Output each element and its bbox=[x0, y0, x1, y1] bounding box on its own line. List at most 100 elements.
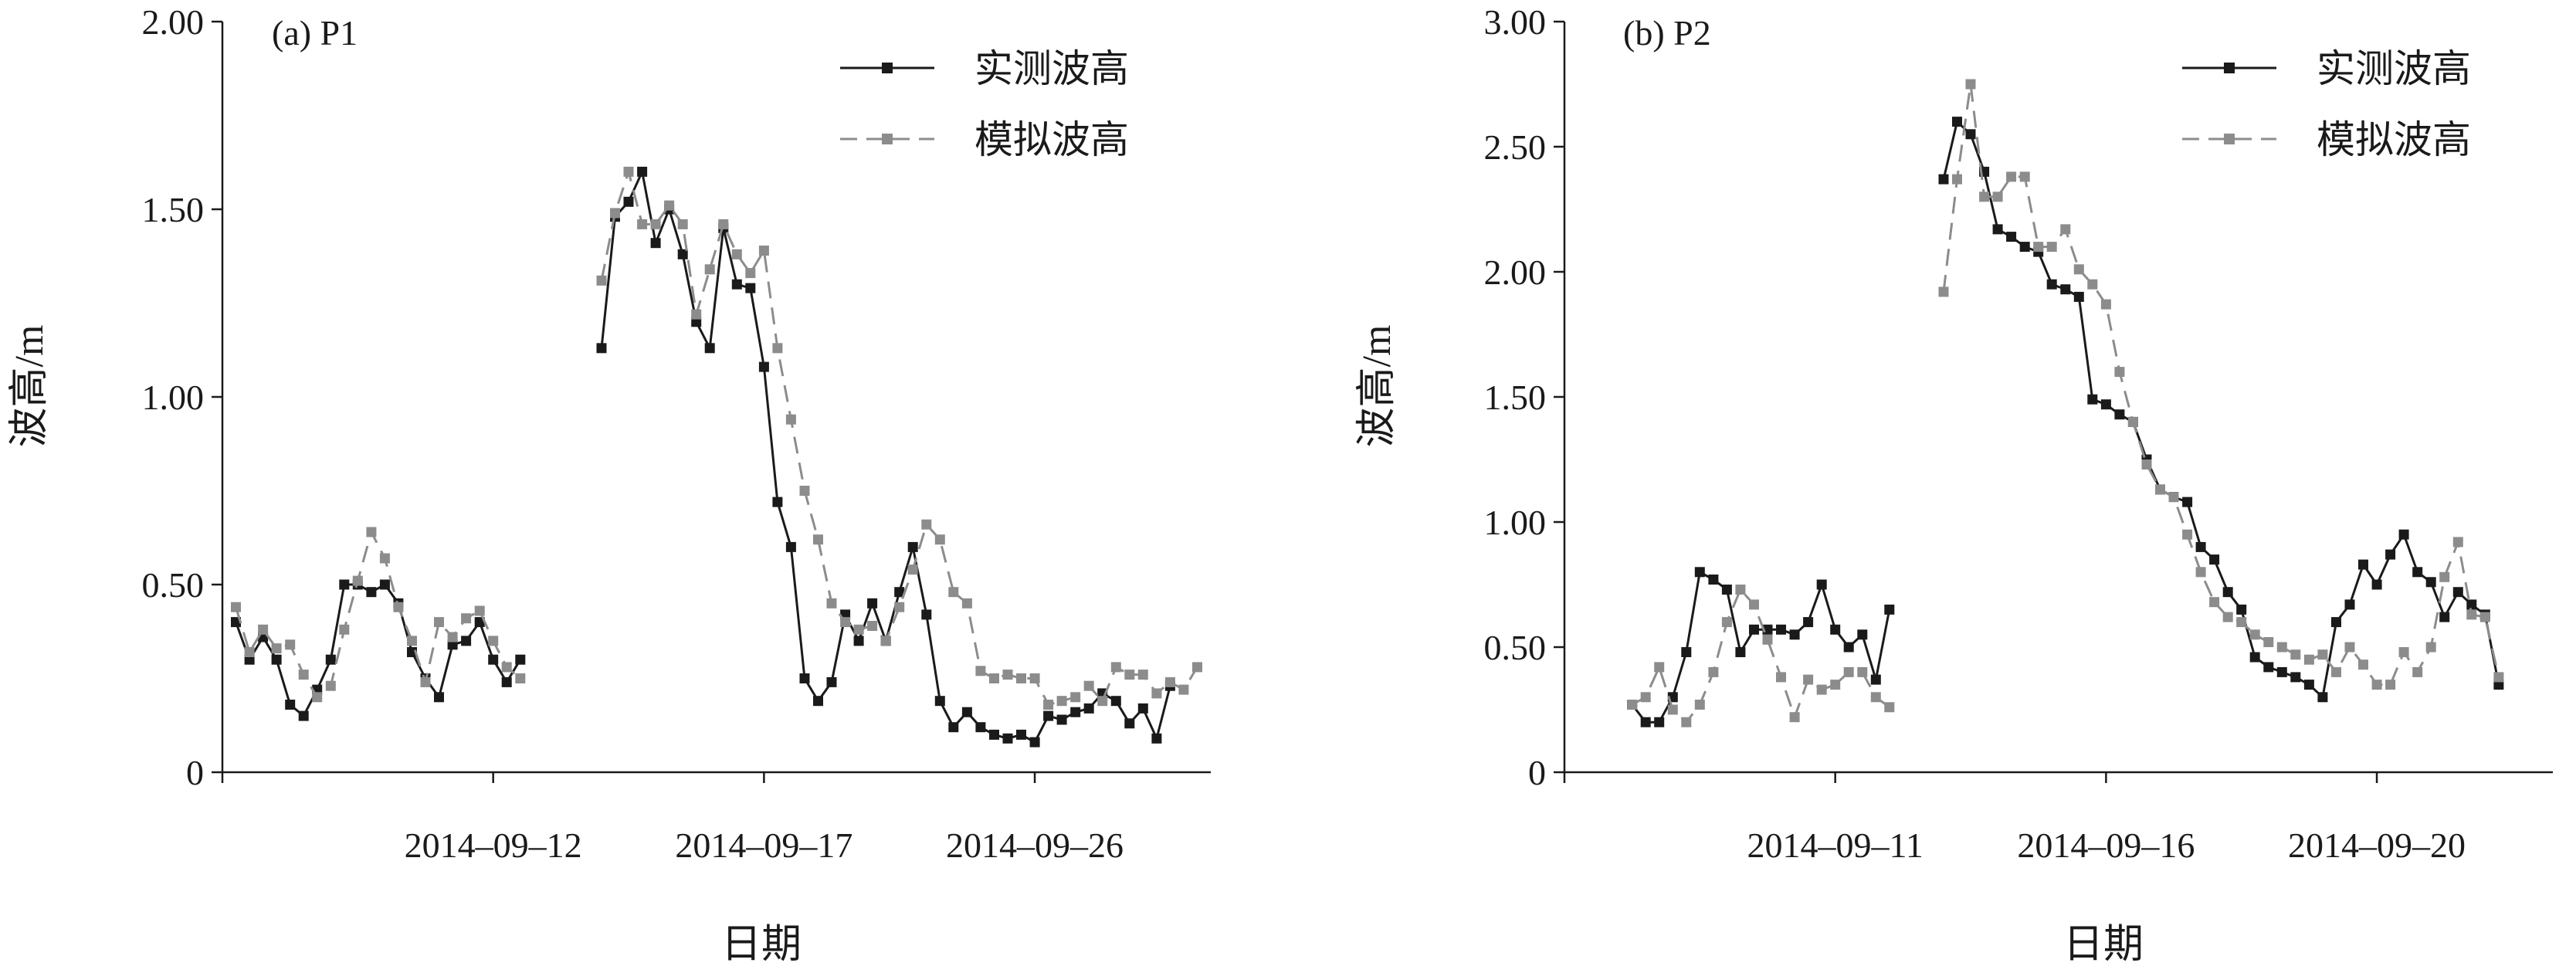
data-point bbox=[447, 632, 458, 642]
data-point bbox=[2087, 279, 2098, 290]
data-point bbox=[1097, 696, 1108, 707]
data-point bbox=[2182, 529, 2193, 540]
data-point bbox=[894, 587, 905, 598]
data-point bbox=[785, 414, 796, 425]
series-simulated bbox=[231, 166, 1202, 710]
data-point bbox=[2371, 579, 2382, 590]
data-point bbox=[1870, 692, 1881, 703]
data-point bbox=[610, 208, 620, 219]
data-point bbox=[623, 196, 634, 207]
data-point bbox=[2195, 567, 2206, 578]
x-axis-title: 日期 bbox=[2063, 923, 2144, 967]
data-point bbox=[934, 534, 945, 545]
data-point bbox=[758, 246, 769, 256]
data-point bbox=[2019, 242, 2030, 253]
data-point bbox=[2276, 666, 2287, 677]
data-point bbox=[1992, 224, 2003, 235]
data-point bbox=[488, 636, 499, 646]
series-line bbox=[235, 531, 521, 699]
data-point bbox=[691, 309, 702, 320]
data-point bbox=[975, 722, 986, 733]
data-point bbox=[1762, 634, 1773, 645]
data-point bbox=[2439, 571, 2450, 582]
series-observed bbox=[1627, 117, 2504, 727]
data-point bbox=[2466, 609, 2477, 620]
legend-entry-simulated: 模拟波高 bbox=[2182, 118, 2471, 161]
data-point bbox=[2195, 541, 2206, 552]
data-point bbox=[1192, 662, 1202, 673]
data-point bbox=[1694, 567, 1705, 578]
data-point bbox=[2100, 299, 2111, 310]
data-point bbox=[366, 527, 377, 537]
data-point bbox=[948, 722, 959, 733]
data-point bbox=[1843, 666, 1854, 677]
data-point bbox=[813, 534, 823, 545]
y-tick-label: 1.50 bbox=[142, 190, 205, 229]
data-point bbox=[1640, 692, 1651, 703]
series-line bbox=[235, 583, 522, 717]
y-tick-label: 0 bbox=[186, 753, 204, 792]
data-point bbox=[1708, 666, 1719, 677]
data-point bbox=[1803, 617, 1814, 628]
data-point bbox=[2060, 284, 2071, 295]
data-point bbox=[1816, 684, 1827, 695]
data-point bbox=[1952, 174, 1962, 185]
data-point bbox=[231, 602, 241, 612]
data-point bbox=[2155, 484, 2165, 495]
data-point bbox=[1654, 662, 1665, 673]
data-point bbox=[2141, 459, 2152, 470]
data-point bbox=[325, 654, 336, 665]
data-point bbox=[867, 598, 878, 609]
data-point bbox=[2452, 587, 2463, 598]
data-point bbox=[1965, 79, 1976, 90]
data-point bbox=[1843, 642, 1854, 653]
data-point bbox=[2425, 642, 2436, 653]
data-point bbox=[894, 602, 905, 612]
data-point bbox=[813, 696, 823, 707]
data-point bbox=[2236, 604, 2247, 615]
data-point bbox=[2358, 659, 2368, 670]
data-point bbox=[1776, 624, 1786, 635]
data-point bbox=[420, 676, 431, 687]
data-point bbox=[2290, 672, 2301, 683]
y-tick-label: 2.00 bbox=[142, 2, 205, 42]
data-point bbox=[826, 598, 837, 609]
data-point bbox=[2425, 577, 2436, 588]
data-point bbox=[826, 676, 837, 687]
data-point bbox=[1029, 737, 1040, 748]
data-point bbox=[1992, 192, 2003, 202]
data-point bbox=[1884, 604, 1895, 615]
x-tick-label: 2014–09–16 bbox=[2017, 826, 2195, 865]
y-tick-label: 2.50 bbox=[1484, 127, 1547, 167]
data-point bbox=[2127, 416, 2138, 427]
data-point bbox=[907, 564, 918, 575]
series-simulated bbox=[1627, 79, 2504, 727]
data-point bbox=[1735, 585, 1746, 595]
data-point bbox=[1884, 702, 1895, 713]
panel-label: (b) P2 bbox=[1623, 13, 1711, 53]
data-point bbox=[1056, 714, 1067, 725]
data-point bbox=[2236, 617, 2247, 628]
legend: 实测波高 模拟波高 bbox=[840, 47, 1129, 161]
data-point bbox=[745, 268, 756, 279]
data-point bbox=[1694, 700, 1705, 710]
series-line bbox=[600, 170, 1198, 706]
legend: 实测波高 模拟波高 bbox=[2182, 47, 2471, 161]
data-point bbox=[1016, 729, 1026, 740]
data-point bbox=[907, 541, 918, 552]
data-point bbox=[961, 598, 972, 609]
data-point bbox=[501, 676, 512, 687]
data-point bbox=[2006, 232, 2017, 242]
data-point bbox=[1721, 617, 1732, 628]
data-point bbox=[1164, 676, 1175, 687]
data-point bbox=[461, 613, 472, 624]
data-point bbox=[474, 605, 485, 616]
data-point bbox=[596, 343, 607, 354]
data-point bbox=[2100, 399, 2111, 410]
data-point bbox=[1043, 710, 1054, 721]
data-point bbox=[650, 219, 661, 229]
data-point bbox=[1110, 696, 1121, 707]
data-point bbox=[989, 673, 999, 683]
data-point bbox=[2371, 680, 2382, 690]
